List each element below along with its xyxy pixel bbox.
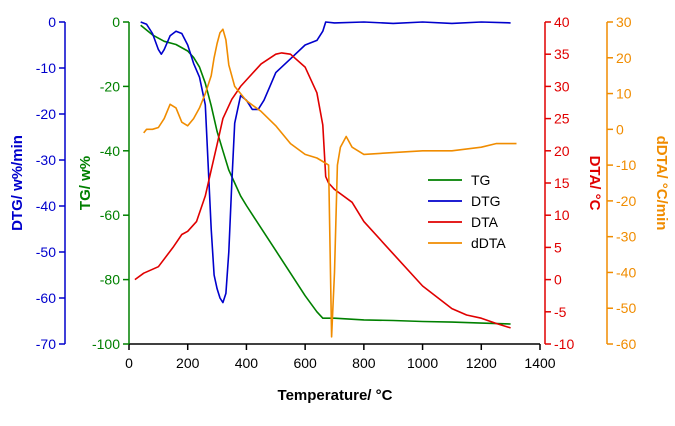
dtg-tick-label: -20 xyxy=(36,106,56,122)
legend-label: DTG xyxy=(471,193,501,209)
dtg-tick-label: -50 xyxy=(36,244,56,260)
ddta-tick-label: 0 xyxy=(616,121,624,137)
ddta-tick-label: -30 xyxy=(616,229,636,245)
dta-tick-label: 30 xyxy=(554,78,570,94)
tg-tick-label: -80 xyxy=(100,272,120,288)
series-dtg-line xyxy=(140,21,511,304)
ddta-tick-label: -50 xyxy=(616,300,636,316)
dtg-tick-label: -60 xyxy=(36,290,56,306)
ddta-tick-label: -10 xyxy=(616,157,636,173)
x-axis-title: Temperature/ °C xyxy=(278,387,393,404)
x-tick-label: 200 xyxy=(176,355,200,371)
dta-tick-label: 40 xyxy=(554,14,570,30)
dta-tick-label: 5 xyxy=(554,239,562,255)
ddta-tick-label: -40 xyxy=(616,264,636,280)
tg-tick-label: -60 xyxy=(100,207,120,223)
dtg-tick-label: 0 xyxy=(48,14,56,30)
ddta-tick-label: -60 xyxy=(616,336,636,352)
ddta-tick-label: 30 xyxy=(616,14,632,30)
dta-axis-title: DTA/ °C xyxy=(586,156,603,211)
series-dta-line xyxy=(134,52,511,329)
dta-tick-label: 25 xyxy=(554,111,570,127)
dta-tick-label: 35 xyxy=(554,46,570,62)
legend-label: TG xyxy=(471,172,490,188)
dtg-axis-title: DTG/ w%/min xyxy=(9,135,26,231)
dta-tick-label: 10 xyxy=(554,207,570,223)
dta-tick-label: 0 xyxy=(554,272,562,288)
x-tick-label: 1400 xyxy=(524,355,555,371)
dtg-tick-label: -70 xyxy=(36,336,56,352)
legend-label: dDTA xyxy=(471,235,506,251)
dtg-tick-label: -40 xyxy=(36,198,56,214)
dtg-tick-label: -10 xyxy=(36,60,56,76)
dta-tick-label: -5 xyxy=(554,304,567,320)
dta-tick-label: -10 xyxy=(554,336,574,352)
legend-label: DTA xyxy=(471,214,499,230)
x-tick-label: 1200 xyxy=(466,355,497,371)
tg-axis-title: TG/ w% xyxy=(77,156,94,210)
dta-tick-label: 20 xyxy=(554,143,570,159)
x-tick-label: 600 xyxy=(293,355,317,371)
ddta-tick-label: -20 xyxy=(616,193,636,209)
tg-tick-label: 0 xyxy=(112,14,120,30)
dtg-tick-label: -30 xyxy=(36,152,56,168)
tg-tick-label: -20 xyxy=(100,78,120,94)
tg-tick-label: -40 xyxy=(100,143,120,159)
x-tick-label: 800 xyxy=(352,355,376,371)
ddta-tick-label: 10 xyxy=(616,86,632,102)
legend: TG DTG DTA dDTA xyxy=(428,172,506,251)
x-tick-label: 0 xyxy=(125,355,133,371)
ddta-tick-label: 20 xyxy=(616,50,632,66)
x-tick-label: 400 xyxy=(235,355,259,371)
series-layer xyxy=(134,21,517,338)
x-tick-label: 1000 xyxy=(407,355,438,371)
tg-tick-label: -100 xyxy=(92,336,120,352)
ddta-axis-title: dDTA/ °C/min xyxy=(653,136,670,231)
series-ddta-line xyxy=(143,28,517,338)
dta-tick-label: 15 xyxy=(554,175,570,191)
axes-layer: 0 200 400 600 800 1000 1200 14000-10-20-30-40-5… xyxy=(36,14,637,371)
